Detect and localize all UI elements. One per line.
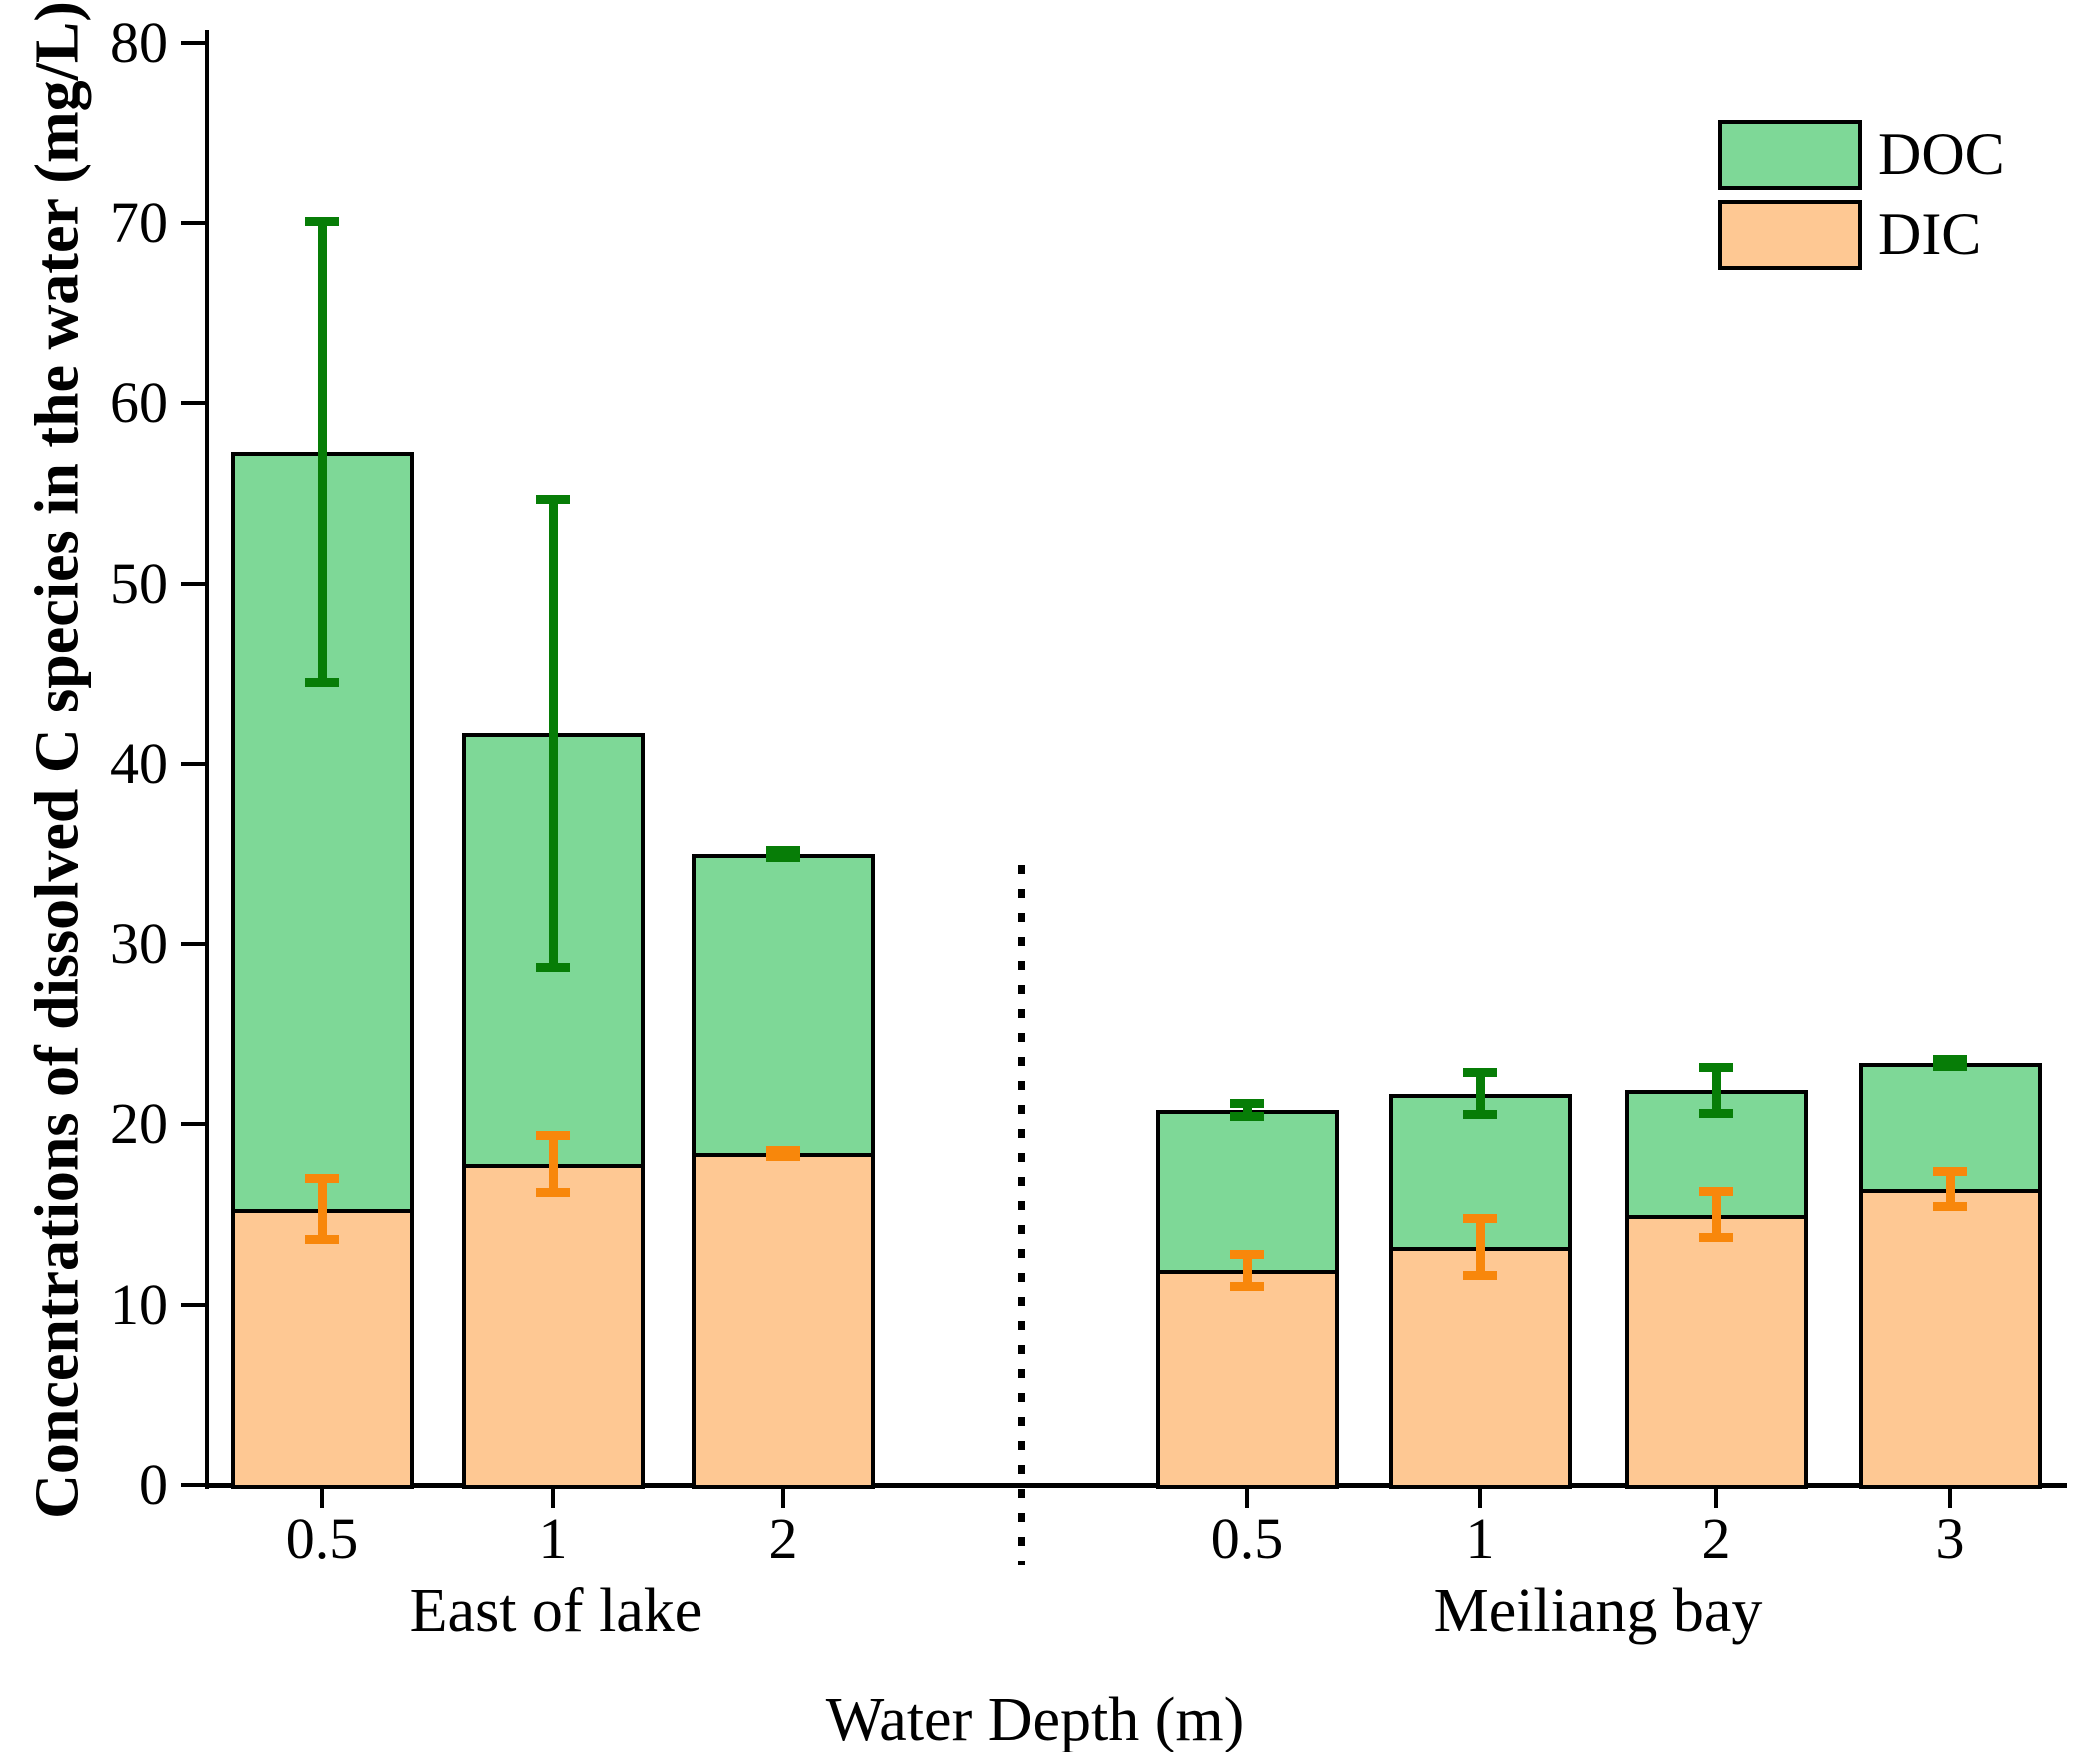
- dic-error-bar-cap-bottom: [1230, 1281, 1264, 1291]
- x-tick-mark: [1245, 1488, 1249, 1508]
- x-tick-label: 1: [538, 1506, 568, 1571]
- y-tick-mark: [181, 401, 205, 406]
- dic-error-bar-line: [1242, 1254, 1252, 1287]
- doc-error-bar-cap-bottom: [1699, 1108, 1733, 1118]
- doc-error-bar-cap-top: [1230, 1098, 1264, 1108]
- y-tick-label: 10: [110, 1271, 168, 1337]
- legend-swatch-dic: [1718, 200, 1862, 270]
- dic-error-bar-line: [548, 1135, 558, 1193]
- dic-error-bar-cap-top: [536, 1131, 570, 1141]
- doc-error-bar-line: [317, 221, 327, 683]
- y-tick-label: 50: [110, 550, 168, 616]
- x-tick-mark: [320, 1488, 324, 1508]
- dic-bar-segment: [1388, 1247, 1572, 1489]
- dic-error-bar-line: [1711, 1191, 1721, 1238]
- dic-error-bar-cap-bottom: [536, 1187, 570, 1197]
- dic-error-bar-cap-bottom: [305, 1234, 339, 1244]
- x-tick-label: 2: [1701, 1506, 1731, 1571]
- dic-error-bar-cap-top: [305, 1174, 339, 1184]
- y-tick-label: 80: [110, 9, 168, 75]
- dic-error-bar-cap-top: [1463, 1214, 1497, 1224]
- x-tick-label: 0.5: [1210, 1506, 1284, 1571]
- doc-error-bar-cap-bottom: [1933, 1061, 1967, 1071]
- dic-error-bar-cap-bottom: [1933, 1202, 1967, 1212]
- doc-error-bar-cap-top: [1699, 1062, 1733, 1072]
- y-tick-label: 70: [110, 189, 168, 255]
- x-tick-mark: [781, 1488, 785, 1508]
- y-tick-mark: [181, 942, 205, 947]
- y-tick-mark: [181, 40, 205, 45]
- y-tick-label: 20: [110, 1091, 168, 1157]
- dic-error-bar-cap-top: [1699, 1187, 1733, 1197]
- doc-error-bar-cap-bottom: [1230, 1112, 1264, 1122]
- doc-error-bar-cap-top: [1933, 1055, 1967, 1065]
- dic-bar-segment: [1858, 1189, 2042, 1489]
- x-axis-title: Water Depth (m): [825, 1686, 1245, 1752]
- y-tick-mark: [181, 761, 205, 766]
- doc-error-bar-line: [1711, 1066, 1721, 1114]
- x-tick-label: 1: [1465, 1506, 1495, 1571]
- dic-bar-segment: [1155, 1270, 1339, 1489]
- dic-error-bar-cap-bottom: [766, 1151, 800, 1161]
- doc-error-bar-cap-bottom: [305, 677, 339, 687]
- group-label-east-of-lake: East of lake: [409, 1577, 703, 1645]
- legend-label-doc: DOC: [1878, 121, 2005, 187]
- y-tick-label: 30: [110, 911, 168, 977]
- doc-error-bar-cap-top: [536, 494, 570, 504]
- doc-error-bar-line: [1475, 1072, 1485, 1116]
- y-tick-mark: [181, 581, 205, 586]
- dic-error-bar-cap-top: [1933, 1167, 1967, 1177]
- dic-bar-segment: [1624, 1214, 1808, 1489]
- dic-error-bar-line: [1945, 1171, 1955, 1208]
- dic-error-bar-cap-bottom: [1463, 1270, 1497, 1280]
- x-tick-label: 3: [1935, 1506, 1965, 1571]
- dic-bar-segment: [461, 1164, 645, 1489]
- dic-bar-segment: [230, 1209, 414, 1489]
- doc-error-bar-cap-top: [1463, 1068, 1497, 1078]
- dic-error-bar-cap-bottom: [1699, 1232, 1733, 1242]
- x-tick-mark: [1948, 1488, 1952, 1508]
- y-tick-mark: [181, 1302, 205, 1307]
- doc-error-bar-cap-top: [305, 217, 339, 227]
- y-tick-label: 0: [139, 1452, 168, 1517]
- y-tick-label: 60: [110, 370, 168, 436]
- x-axis-line: [205, 1483, 2067, 1488]
- group-label-meiliang-bay: Meiliang bay: [1433, 1577, 1763, 1645]
- legend-swatch-doc: [1718, 120, 1862, 190]
- doc-error-bar-line: [548, 498, 558, 968]
- dic-error-bar-cap-top: [766, 1145, 800, 1155]
- x-tick-mark: [551, 1488, 555, 1508]
- doc-error-bar-cap-bottom: [1463, 1110, 1497, 1120]
- dic-error-bar-line: [1475, 1218, 1485, 1276]
- doc-error-bar-cap-bottom: [536, 962, 570, 972]
- x-tick-label: 0.5: [285, 1506, 359, 1571]
- y-tick-mark: [181, 1483, 205, 1487]
- dic-error-bar-line: [317, 1178, 327, 1240]
- doc-bar-segment: [1155, 1109, 1339, 1275]
- y-tick-label: 40: [110, 730, 168, 796]
- x-tick-mark: [1478, 1488, 1482, 1508]
- doc-error-bar-line: [1242, 1102, 1252, 1118]
- x-tick-mark: [1714, 1488, 1718, 1508]
- legend-label-dic: DIC: [1878, 201, 1982, 267]
- doc-bar-segment: [691, 853, 875, 1158]
- x-tick-label: 2: [768, 1506, 798, 1571]
- group-divider-dotted-line: [1018, 865, 1025, 1565]
- doc-error-bar-cap-top: [766, 846, 800, 856]
- y-tick-mark: [181, 1122, 205, 1127]
- dic-error-bar-cap-top: [1230, 1250, 1264, 1260]
- y-axis-line: [205, 30, 209, 1489]
- dic-bar-segment: [691, 1153, 875, 1489]
- y-tick-mark: [181, 220, 205, 225]
- doc-error-bar-cap-bottom: [766, 852, 800, 862]
